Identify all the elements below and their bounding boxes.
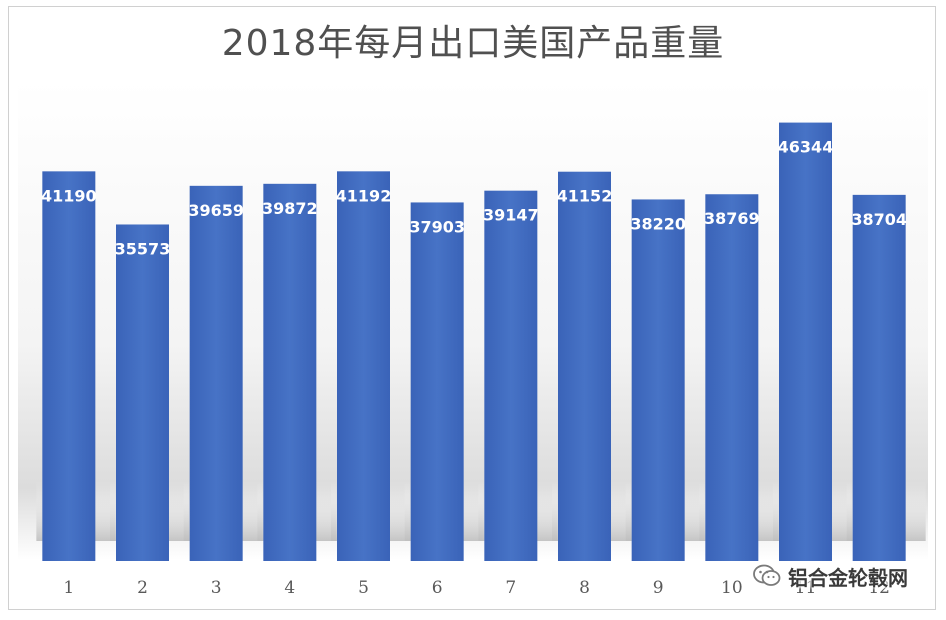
x-tick-8: 8 [579, 578, 590, 598]
bars [42, 122, 906, 562]
data-label-6: 37903 [409, 217, 465, 236]
bar-8 [558, 171, 611, 561]
data-label-11: 46344 [778, 138, 834, 157]
x-tick-5: 5 [358, 578, 369, 598]
x-tick-6: 6 [432, 578, 443, 598]
x-tick-12: 12 [868, 578, 890, 598]
data-label-3: 39659 [188, 201, 244, 220]
data-label-10: 38769 [704, 209, 760, 228]
x-tick-4: 4 [284, 578, 295, 598]
data-label-12: 38704 [851, 210, 907, 229]
bar-2 [116, 224, 169, 561]
data-label-8: 41152 [557, 187, 613, 206]
plot-area-background [18, 80, 928, 560]
x-tick-3: 3 [211, 578, 222, 598]
data-label-7: 39147 [483, 206, 539, 225]
x-tick-2: 2 [137, 578, 148, 598]
data-label-1: 41190 [41, 186, 97, 205]
wechat-icon [753, 564, 781, 586]
chart-title: 2018年每月出口美国产品重量 [221, 23, 725, 64]
bar-9 [631, 199, 685, 562]
watermark-text: 铝合金轮毂网 [788, 565, 908, 590]
data-label-2: 35573 [115, 239, 171, 258]
bar-7 [484, 190, 538, 561]
x-tick-7: 7 [505, 578, 516, 598]
bar-6 [410, 202, 464, 561]
x-tick-9: 9 [653, 578, 664, 598]
x-tick-1: 1 [63, 578, 74, 598]
x-tick-10: 10 [721, 578, 743, 598]
bar-12 [852, 194, 906, 561]
x-tick-11: 11 [795, 578, 817, 598]
bar-4 [263, 183, 317, 561]
bar-11 [779, 122, 832, 562]
watermark: 铝合金轮毂网 [752, 560, 908, 592]
x-tick-labels: 1 2 3 4 5 6 7 8 9 10 11 12 [63, 578, 890, 598]
bar-10 [705, 194, 759, 562]
value-labels: 41190 35573 39659 39872 41192 37903 39147 41152… [41, 138, 907, 259]
data-label-5: 41192 [336, 186, 392, 205]
bar-1 [42, 171, 96, 562]
bar-5 [337, 171, 390, 562]
bar-3 [189, 185, 243, 561]
data-label-4: 39872 [262, 199, 318, 218]
data-label-9: 38220 [630, 214, 686, 233]
